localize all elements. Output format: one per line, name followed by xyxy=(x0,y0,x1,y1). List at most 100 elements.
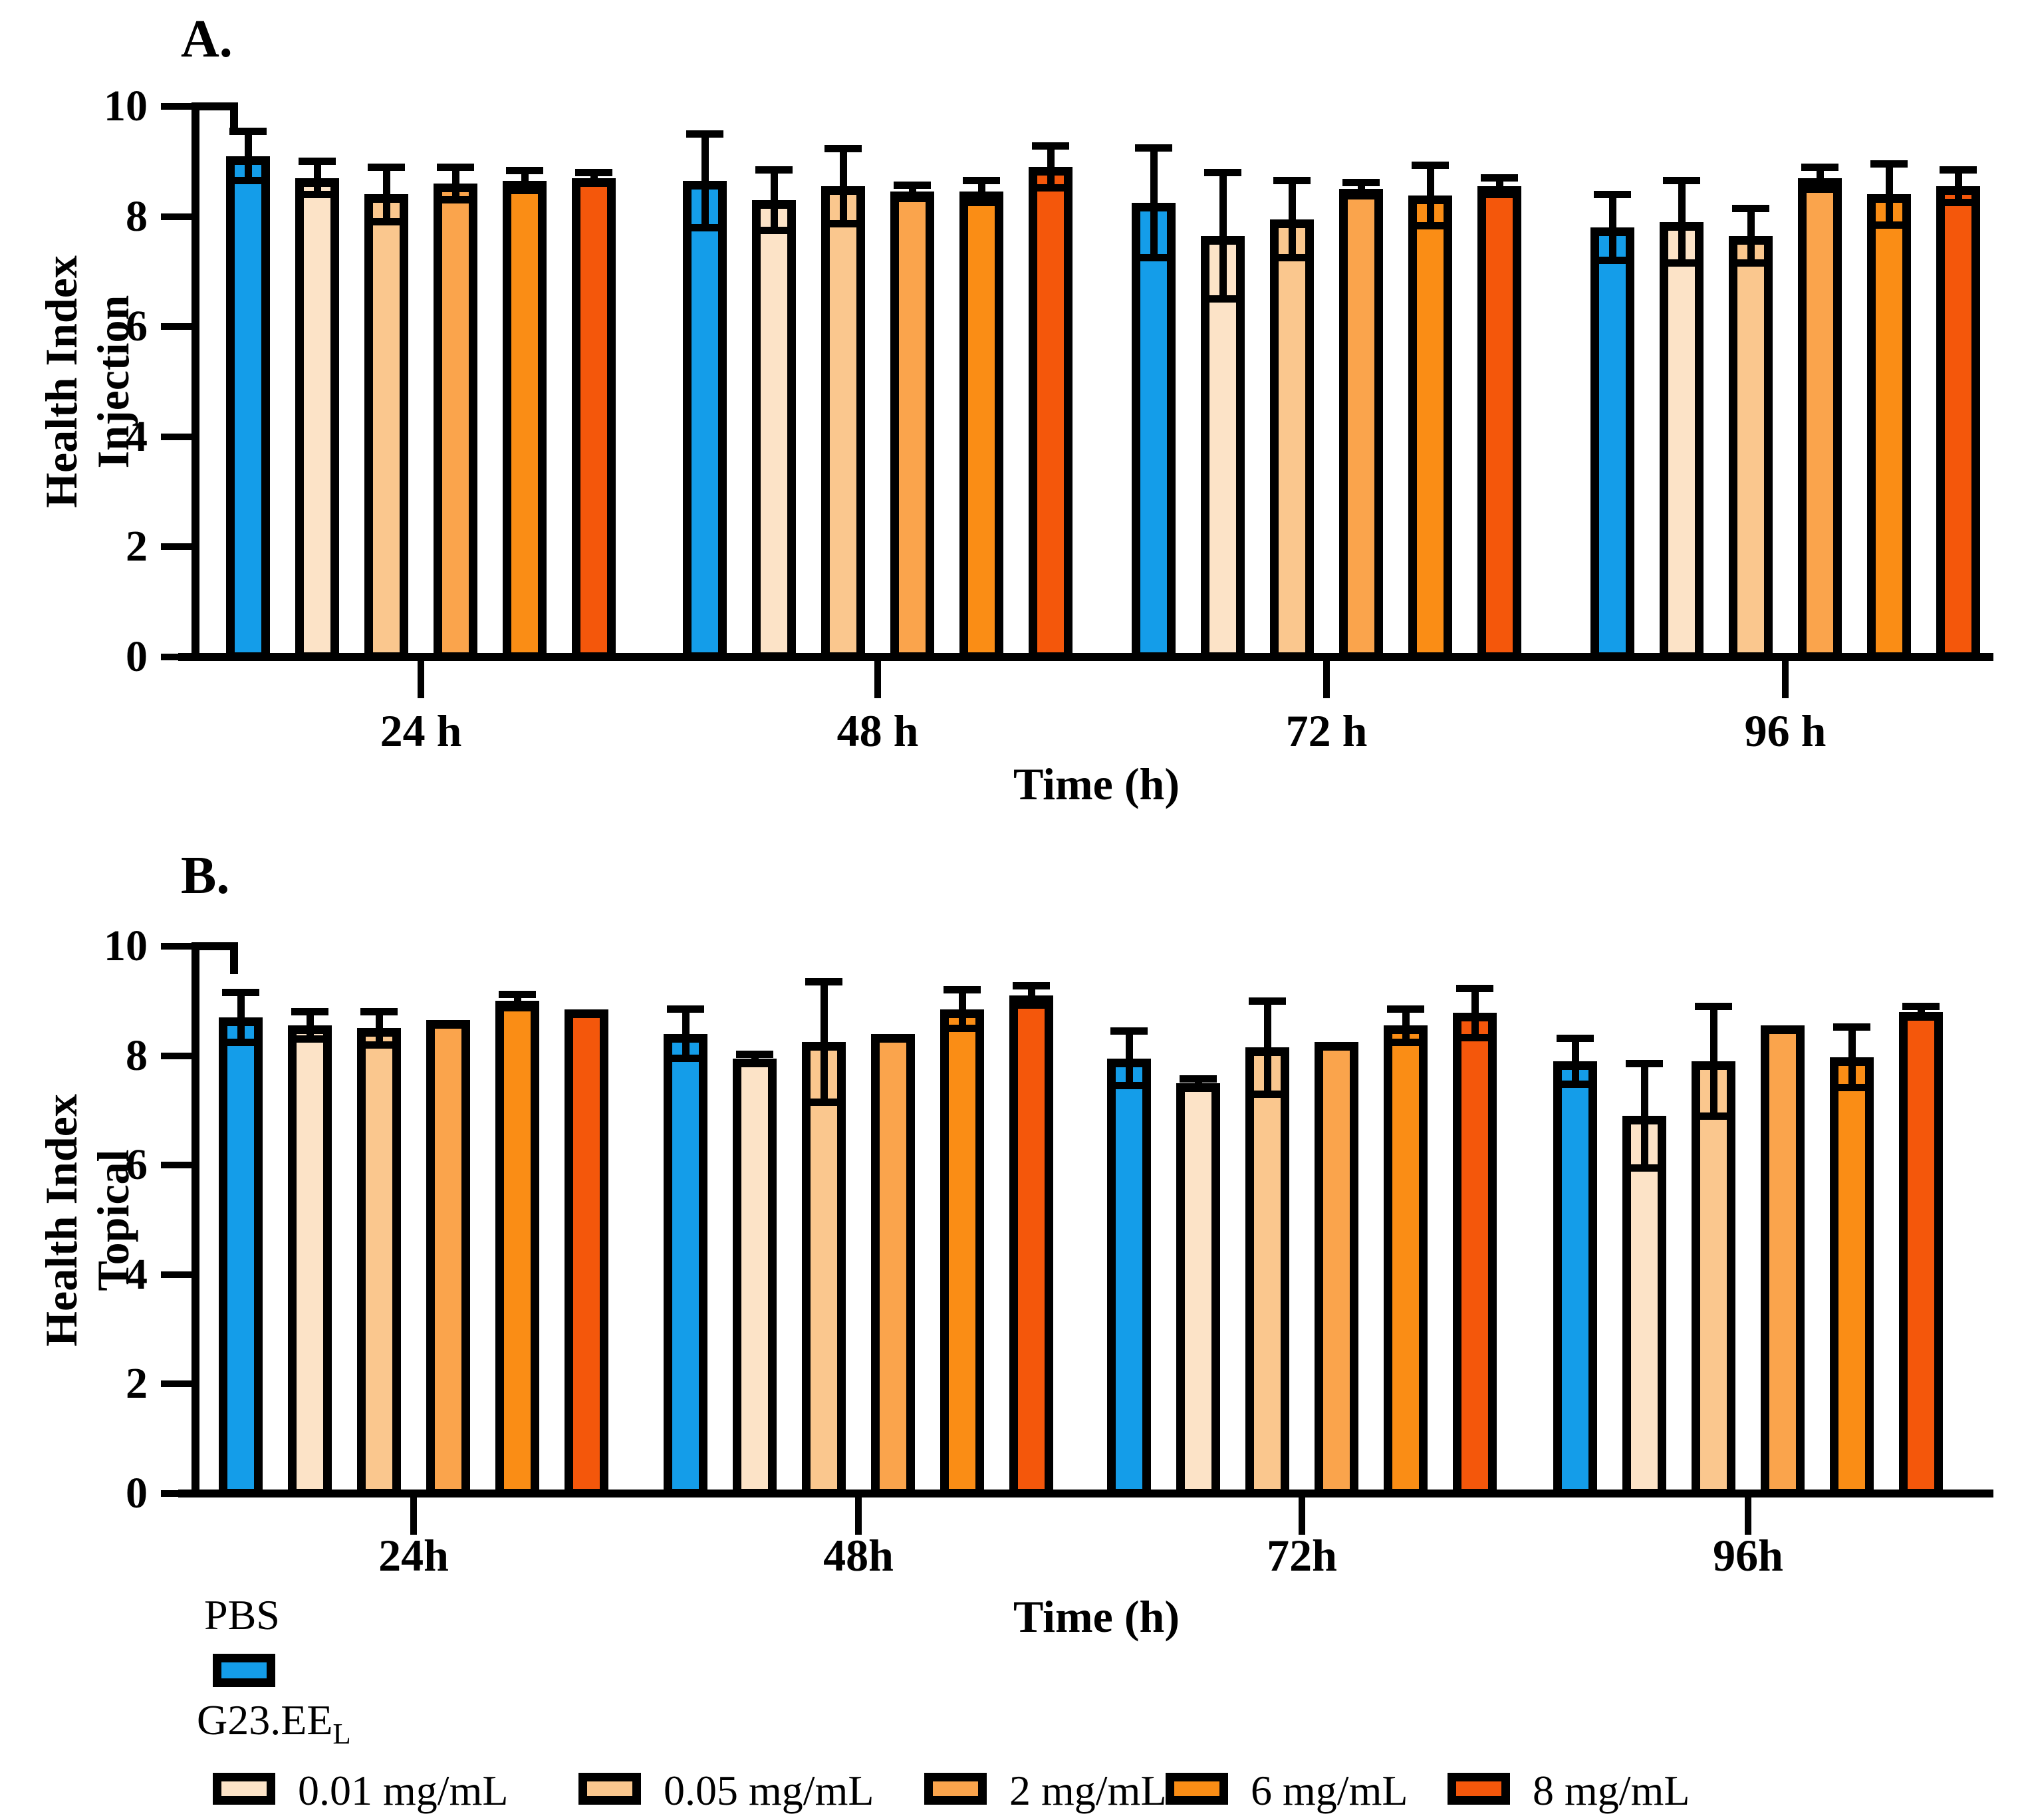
errbar-line-A-3-2 xyxy=(1747,208,1755,263)
bar-B-48h-0.01mg/mL xyxy=(733,1058,777,1497)
panel-A-y-axis-top-hook xyxy=(191,102,238,110)
bar-B-48h-PBS xyxy=(664,1033,707,1497)
errbar-line-A-0-1 xyxy=(313,161,321,195)
legend-pbs-label: PBS xyxy=(204,1591,280,1638)
errbar-cap-top-B-1-2 xyxy=(805,977,842,985)
bar-B-72h-6mg/mL xyxy=(1384,1025,1428,1497)
errbar-cap-top-A-0-4 xyxy=(506,167,543,175)
bar-A-96h-6mg/mL xyxy=(1867,194,1911,661)
panel-A-ytick-8 xyxy=(161,213,191,220)
errbar-cap-bottom-A-2-3 xyxy=(1342,192,1380,199)
bar-A-96h-8mg/mL xyxy=(1936,186,1980,661)
legend-group-label-text: G23.EE xyxy=(197,1696,333,1744)
bar-A-72h-0.05mg/mL xyxy=(1270,219,1314,661)
bar-B-24h-0.05mg/mL xyxy=(357,1028,401,1497)
errbar-cap-bottom-B-3-5 xyxy=(1902,1013,1940,1021)
bar-A-72h-0.01mg/mL xyxy=(1201,235,1245,661)
panel-B-ytick-label-4: 4 xyxy=(126,1249,148,1299)
bar-A-48h-2mg/mL xyxy=(890,192,934,661)
errbar-cap-top-A-0-0 xyxy=(229,127,267,135)
errbar-cap-top-A-3-0 xyxy=(1594,190,1631,198)
errbar-cap-bottom-B-2-5 xyxy=(1456,1033,1493,1041)
errbar-cap-top-A-1-5 xyxy=(1032,142,1069,150)
errbar-line-B-1-5 xyxy=(1027,985,1035,1005)
errbar-cap-top-A-2-1 xyxy=(1204,168,1241,176)
errbar-line-A-2-3 xyxy=(1357,182,1365,196)
bar-B-72h-8mg/mL xyxy=(1453,1013,1497,1497)
errbar-cap-bottom-A-2-1 xyxy=(1204,295,1241,303)
errbar-line-A-3-4 xyxy=(1885,164,1893,225)
bar-A-72h-PBS xyxy=(1132,202,1176,661)
errbar-line-A-1-5 xyxy=(1047,146,1055,188)
errbar-cap-top-A-1-3 xyxy=(894,181,931,189)
panel-A-xtick-label-3: 96 h xyxy=(1744,706,1827,756)
errbar-cap-top-A-1-1 xyxy=(755,166,793,174)
errbar-line-A-2-2 xyxy=(1288,180,1296,258)
panel-A-ytick-label-8: 8 xyxy=(126,192,148,241)
bar-A-96h-2mg/mL xyxy=(1798,178,1842,661)
panel-B-x-axis-title: Time (h) xyxy=(1013,1591,1180,1642)
errbar-line-A-3-1 xyxy=(1678,180,1686,263)
errbar-cap-top-A-3-4 xyxy=(1870,160,1908,168)
errbar-cap-bottom-B-0-2 xyxy=(360,1041,398,1049)
errbar-cap-bottom-A-0-3 xyxy=(437,196,474,204)
errbar-line-A-2-1 xyxy=(1219,172,1227,299)
panel-B-xtick-2 xyxy=(1299,1497,1305,1535)
errbar-cap-top-A-2-2 xyxy=(1273,177,1311,185)
panel-A-xtick-1 xyxy=(874,661,881,698)
bar-B-48h-6mg/mL xyxy=(940,1009,984,1497)
errbar-cap-bottom-A-1-3 xyxy=(894,194,931,202)
errbar-line-A-0-3 xyxy=(451,167,459,200)
panel-A-ytick-2 xyxy=(161,543,191,551)
panel-B-xtick-0 xyxy=(410,1497,417,1535)
errbar-line-A-2-0 xyxy=(1150,148,1158,258)
errbar-cap-top-B-1-1 xyxy=(736,1051,773,1059)
errbar-cap-bottom-A-1-5 xyxy=(1032,184,1069,192)
errbar-cap-top-A-3-5 xyxy=(1940,166,1977,174)
legend-item-label-2: 2 mg/mL xyxy=(1009,1767,1167,1814)
panel-A-xtick-label-2: 72 h xyxy=(1285,706,1368,756)
bar-A-72h-2mg/mL xyxy=(1339,189,1383,661)
errbar-cap-bottom-A-3-2 xyxy=(1732,259,1769,267)
errbar-line-A-2-5 xyxy=(1495,178,1503,195)
errbar-cap-bottom-A-2-4 xyxy=(1412,222,1449,230)
errbar-cap-bottom-A-3-1 xyxy=(1663,259,1700,267)
errbar-cap-top-B-0-4 xyxy=(499,990,536,998)
bar-A-24h-0.01mg/mL xyxy=(295,178,339,661)
errbar-cap-top-A-0-1 xyxy=(299,158,336,166)
bar-A-72h-6mg/mL xyxy=(1408,195,1452,661)
panel-B-y-axis xyxy=(191,942,199,1497)
errbar-cap-top-B-2-2 xyxy=(1249,997,1286,1005)
panel-A-ytick-10 xyxy=(161,103,191,110)
bar-A-48h-0.05mg/mL xyxy=(821,186,865,661)
panel-B-ytick-2 xyxy=(161,1380,191,1388)
errbar-line-B-0-4 xyxy=(513,994,521,1008)
bar-B-24h-8mg/mL xyxy=(565,1009,608,1497)
errbar-line-A-1-1 xyxy=(770,170,778,231)
errbar-cap-top-A-2-5 xyxy=(1481,174,1518,182)
bar-B-96h-0.05mg/mL xyxy=(1692,1061,1735,1497)
errbar-line-B-2-1 xyxy=(1194,1079,1202,1087)
errbar-line-B-3-0 xyxy=(1571,1038,1579,1085)
panel-A-y-axis-top-hook-stub xyxy=(230,102,238,134)
panel-B-y-axis-title-line1: Health Index xyxy=(36,1093,86,1347)
errbar-line-A-1-3 xyxy=(908,185,916,199)
errbar-line-A-1-4 xyxy=(977,180,985,203)
bar-B-96h-2mg/mL xyxy=(1761,1025,1805,1497)
errbar-cap-bottom-B-1-4 xyxy=(944,1024,981,1032)
bar-B-24h-2mg/mL xyxy=(426,1020,470,1497)
errbar-cap-top-B-3-0 xyxy=(1557,1034,1594,1042)
panel-B-ytick-label-10: 10 xyxy=(104,922,148,970)
legend-group-label-subscript: L xyxy=(332,1716,351,1750)
legend-group-label: G23.EEL xyxy=(197,1696,351,1751)
errbar-line-A-1-0 xyxy=(701,134,709,228)
bar-A-48h-PBS xyxy=(683,180,727,661)
panel-A-y-axis xyxy=(191,102,199,661)
panel-B-x-axis xyxy=(178,1490,1993,1497)
panel-B-ytick-4 xyxy=(161,1271,191,1278)
errbar-line-B-2-5 xyxy=(1471,988,1479,1038)
errbar-cap-bottom-A-3-0 xyxy=(1594,257,1631,265)
errbar-cap-bottom-A-0-4 xyxy=(506,187,543,195)
errbar-cap-top-B-2-0 xyxy=(1110,1027,1148,1035)
